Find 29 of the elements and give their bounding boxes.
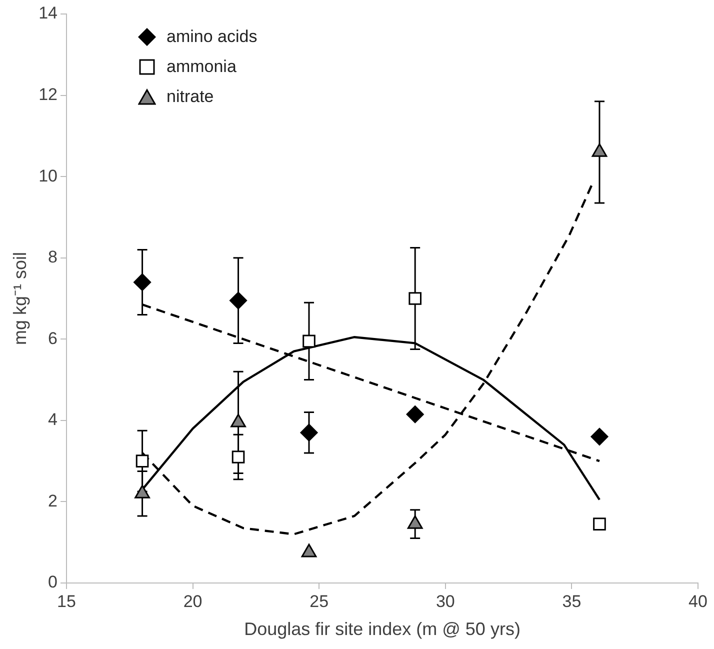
x-tick-label: 20 <box>183 592 202 611</box>
y-tick-label: 4 <box>48 410 58 430</box>
y-tick-label: 14 <box>38 4 58 23</box>
point <box>136 454 149 468</box>
x-tick-label: 15 <box>57 592 76 611</box>
legend-label: nitrate <box>166 87 214 107</box>
legend-label: ammonia <box>166 57 236 77</box>
point <box>590 428 608 446</box>
y-axis-title: mg kg⁻¹ soil <box>10 252 30 346</box>
point <box>408 292 422 305</box>
y-tick-label: 6 <box>48 328 58 348</box>
point <box>593 518 606 530</box>
x-axis-title: Douglas fir site index (m @ 50 yrs) <box>244 619 520 640</box>
x-tick-label: 25 <box>310 592 329 611</box>
y-tick-label: 8 <box>48 248 58 267</box>
point <box>230 292 248 310</box>
point <box>406 406 424 424</box>
legend-label: amino acids <box>166 27 258 47</box>
y-tick-label: 10 <box>38 166 58 186</box>
point <box>134 273 152 291</box>
y-tick-label: 2 <box>48 491 58 510</box>
point <box>232 450 245 464</box>
y-tick-label: 12 <box>38 84 58 104</box>
point <box>302 334 316 348</box>
x-tick-label: 30 <box>436 592 455 611</box>
y-tick-label: 0 <box>48 572 58 592</box>
x-tick-label: 40 <box>688 592 708 611</box>
x-tick-label: 35 <box>562 592 582 611</box>
point <box>300 424 318 442</box>
